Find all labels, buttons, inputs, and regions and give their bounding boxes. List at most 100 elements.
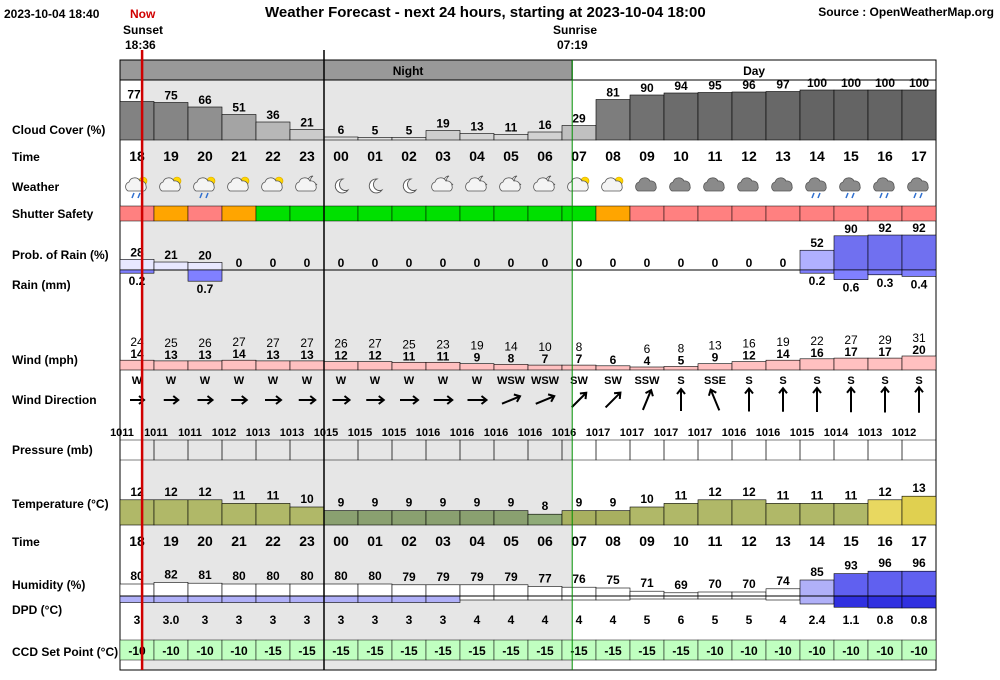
ccd-value: -15: [672, 644, 690, 658]
temperature-bar: [595, 510, 631, 526]
humidity-bar: [255, 583, 291, 597]
wind-arrow: [197, 395, 215, 405]
rain-value: 0.7: [197, 282, 214, 296]
cloud-value: 100: [875, 76, 895, 90]
wind-speed-value: 17: [878, 345, 892, 359]
shutter-cell: [527, 205, 563, 222]
pressure-cell: [663, 439, 699, 461]
wind-arrow-path: [778, 386, 788, 412]
temperature-value: 12: [742, 485, 756, 499]
humidity-bar: [493, 584, 529, 597]
pressure-cell: [153, 439, 189, 461]
sunset-time: 18:36: [125, 38, 156, 52]
cloud-bar: [799, 89, 835, 141]
prob-value: 0: [746, 256, 753, 270]
dpd-bar: [527, 595, 563, 601]
pressure-cell: [595, 439, 631, 461]
ccd-value: -10: [808, 644, 826, 658]
humidity-bar: [867, 570, 903, 597]
temperature-bar: [527, 513, 563, 526]
time-label-bottom: 05: [503, 533, 519, 549]
temperature-bar: [187, 499, 223, 526]
wind-arrow: [846, 386, 856, 413]
cloud-value: 81: [606, 86, 620, 100]
humidity-value: 74: [776, 574, 790, 588]
shutter-cell: [867, 205, 903, 222]
dpd-bar: [595, 595, 631, 601]
time-label: 22: [265, 148, 281, 164]
wind-gust-value: 8: [678, 342, 685, 356]
cloud-bar: [629, 94, 665, 141]
wind-arrow-path: [298, 395, 317, 405]
humidity-value: 96: [878, 556, 892, 570]
ccd-value: -15: [638, 644, 656, 658]
temperature-value: 9: [406, 496, 413, 510]
wind-direction-text: S: [677, 375, 684, 387]
prob-value: 0: [644, 256, 651, 270]
humidity-value: 79: [436, 570, 450, 584]
shutter-cell: [833, 205, 869, 222]
dpd-bar: [187, 595, 223, 603]
time-label-bottom: 23: [299, 533, 315, 549]
wind-direction-text: W: [336, 375, 347, 387]
row-label-shutter: Shutter Safety: [12, 207, 94, 221]
wind-speed-value: 6: [610, 353, 617, 367]
shutter-cell: [493, 205, 529, 222]
pressure-value: 1016: [450, 427, 474, 439]
rain-bar: [833, 269, 869, 280]
pressure-cell: [187, 439, 223, 461]
humidity-bar: [731, 591, 767, 597]
rain-drops: [811, 192, 821, 199]
wind-direction-text: S: [779, 375, 786, 387]
ccd-value: -15: [400, 644, 418, 658]
dpd-bar: [425, 595, 461, 603]
wind-gust-value: 25: [402, 337, 416, 351]
cloud-bar: [833, 89, 869, 141]
night-band: [119, 59, 573, 81]
wind-speed-value: 4: [644, 354, 651, 368]
ccd-value: -10: [910, 644, 928, 658]
cloud-value: 11: [505, 121, 518, 135]
time-label-bottom: 14: [809, 533, 825, 549]
pressure-cell: [357, 439, 393, 461]
wind-arrow-path: [744, 386, 754, 412]
prob-value: 92: [912, 221, 926, 235]
pressure-value: 1017: [586, 427, 610, 439]
dpd-bar: [459, 595, 495, 601]
wind-bar: [323, 361, 359, 371]
wind-speed-value: 20: [912, 343, 926, 357]
temperature-bar: [255, 503, 291, 526]
wind-arrow-path: [265, 395, 283, 405]
cloud-shape: [295, 177, 317, 192]
cloud-bar: [765, 91, 801, 141]
cloud-value: 97: [776, 78, 790, 92]
wind-direction-text: S: [847, 375, 854, 387]
temperature-bar: [323, 510, 359, 526]
pressure-value: 1011: [178, 427, 202, 439]
row-label-wind: Wind (mph): [12, 353, 78, 367]
prob-value: 20: [198, 248, 212, 262]
humidity-bar: [561, 586, 597, 597]
prob-value: 0: [236, 256, 243, 270]
cloud-value: 95: [708, 79, 722, 93]
wind-arrow-path: [914, 385, 924, 413]
time-label: 07: [571, 148, 587, 164]
wind-arrow: [163, 395, 180, 405]
cloud-value: 100: [841, 76, 861, 90]
wind-direction-text: SSW: [634, 375, 660, 387]
wind-arrow: [744, 386, 754, 412]
cloud-shape: [805, 177, 827, 192]
cloud-shape: [567, 177, 589, 192]
temperature-value: 9: [610, 496, 617, 510]
temperature-bar: [391, 510, 427, 526]
time-label: 03: [435, 148, 451, 164]
wind-direction-text: W: [302, 375, 313, 387]
pressure-value: 1011: [110, 427, 134, 439]
humidity-bar: [357, 583, 393, 597]
wind-gust-value: 19: [470, 339, 484, 353]
wind-gust-value: 13: [708, 339, 722, 353]
wind-direction-text: S: [813, 375, 820, 387]
cloud-bar: [561, 125, 597, 141]
wind-arrow-path: [400, 395, 420, 405]
